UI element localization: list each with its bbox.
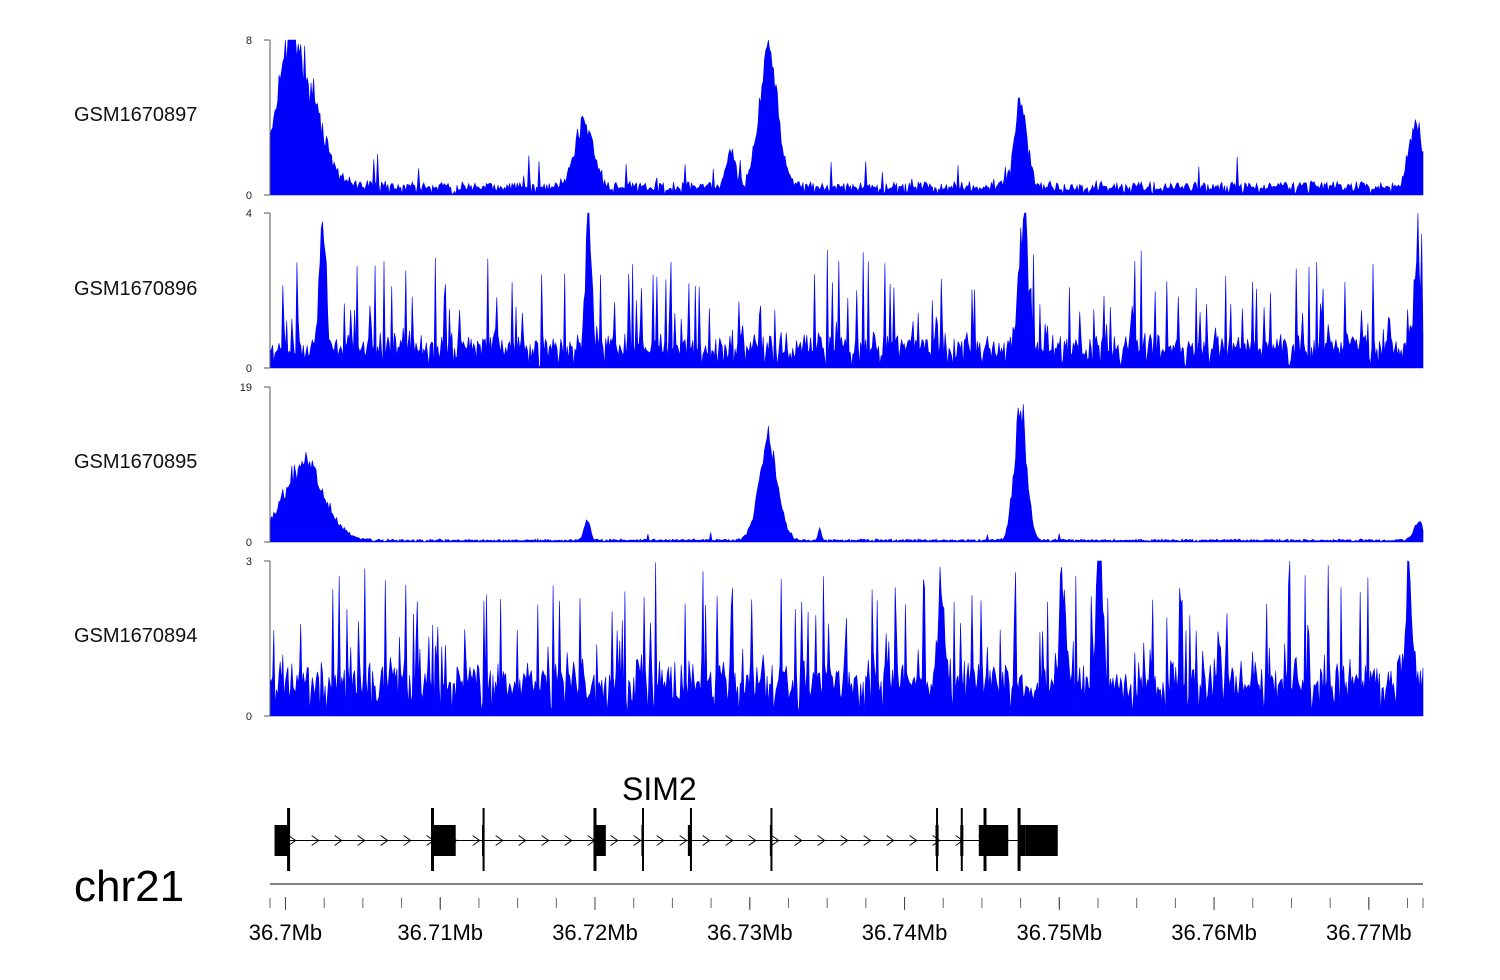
strand-arrow (541, 835, 550, 846)
coverage-track-2: 40 (246, 208, 1424, 375)
strand-arrow (564, 835, 573, 846)
track-label-3: GSM1670895 (74, 451, 198, 473)
genome-axis: 36.7Mb 36.71Mb 36.72Mb 36.73Mb 36.74Mb 36.75M… (249, 883, 1424, 945)
y-tick-label: 3 (246, 556, 252, 568)
x-tick-label: 36.72Mb (552, 920, 638, 945)
y-tick-label: 0 (246, 711, 252, 723)
y-tick-label: 0 (246, 537, 252, 549)
strand-arrow (610, 835, 619, 846)
strand-arrow (909, 835, 918, 846)
strand-arrow (633, 835, 642, 846)
strand-arrow (679, 835, 688, 846)
strand-arrow (886, 835, 895, 846)
coverage-track-4: 30 (246, 556, 1424, 723)
strand-arrow (932, 835, 941, 846)
strand-arrow (748, 835, 757, 846)
coverage-track-3: 19 0 (240, 382, 1424, 549)
gene-exon-14 (1025, 825, 1058, 856)
strand-arrow (817, 835, 826, 846)
gene-exon-2 (274, 825, 289, 856)
gene-exon-12 (985, 825, 1009, 856)
strand-arrow (357, 835, 366, 846)
strand-arrow (656, 835, 665, 846)
y-tick-label: 0 (246, 190, 252, 202)
x-tick-label: 36.7Mb (249, 920, 322, 945)
gene-exon-7 (687, 825, 691, 856)
track-label-4: GSM1670894 (74, 625, 198, 647)
gene-exon-3 (432, 825, 456, 856)
strand-arrow (794, 835, 803, 846)
gene-model-sim2 (274, 808, 1058, 871)
gene-name-label: SIM2 (622, 771, 697, 807)
strand-arrow (495, 835, 504, 846)
strand-arrow (840, 835, 849, 846)
y-tick-label: 8 (246, 35, 252, 47)
x-tick-label: 36.76Mb (1171, 920, 1257, 945)
strand-arrow (311, 835, 320, 846)
strand-arrow (518, 835, 527, 846)
strand-arrow (288, 835, 297, 846)
chromosome-label: chr21 (74, 862, 185, 911)
strand-arrow (702, 835, 711, 846)
coverage-track-1: 80 (246, 35, 1424, 202)
x-tick-label: 36.74Mb (862, 920, 948, 945)
x-tick-label: 36.77Mb (1326, 920, 1412, 945)
gene-exon-11 (978, 825, 986, 856)
track-label-2: GSM1670896 (74, 278, 198, 300)
gene-exon-5 (593, 825, 606, 856)
gene-exon-13 (1019, 825, 1026, 856)
strand-arrow (403, 835, 412, 846)
x-tick-label: 36.73Mb (707, 920, 793, 945)
strand-arrow (771, 835, 780, 846)
strand-arrow (334, 835, 343, 846)
strand-arrow (380, 835, 389, 846)
x-tick-label: 36.71Mb (397, 920, 483, 945)
strand-arrow (472, 835, 481, 846)
y-tick-label: 4 (246, 208, 252, 220)
strand-arrow (863, 835, 872, 846)
coverage-area (269, 39, 1424, 196)
coverage-area (269, 560, 1424, 717)
x-tick-label: 36.75Mb (1016, 920, 1102, 945)
track-label-1: GSM1670897 (74, 104, 198, 126)
coverage-area (269, 404, 1424, 543)
y-tick-label: 19 (240, 382, 252, 394)
strand-arrow (725, 835, 734, 846)
y-tick-label: 0 (246, 363, 252, 375)
coverage-area (269, 212, 1424, 369)
